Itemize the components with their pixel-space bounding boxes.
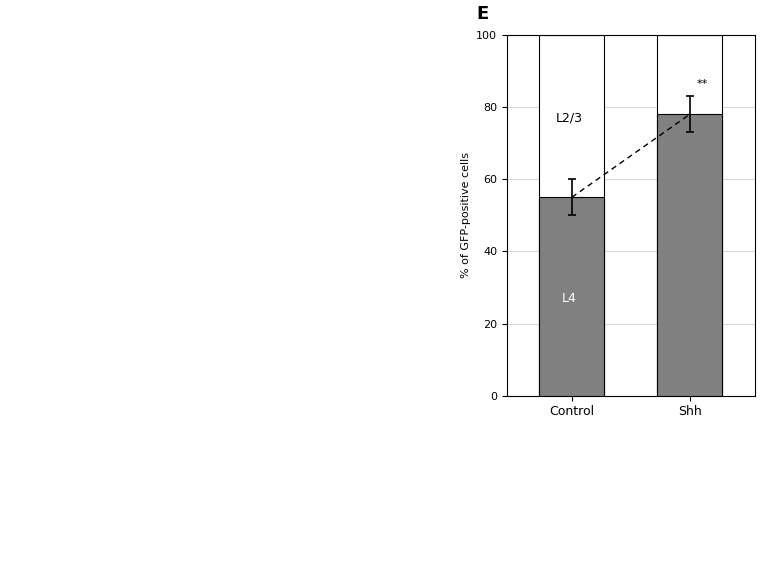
Bar [657,35,722,396]
Y-axis label: % of GFP-positive cells: % of GFP-positive cells [461,152,471,278]
Text: **: ** [697,79,708,89]
Text: E: E [476,5,488,23]
Bar [539,35,604,396]
Text: L4: L4 [562,292,577,305]
Text: L2/3: L2/3 [556,111,583,125]
Bar [539,197,604,396]
Bar [657,114,722,396]
